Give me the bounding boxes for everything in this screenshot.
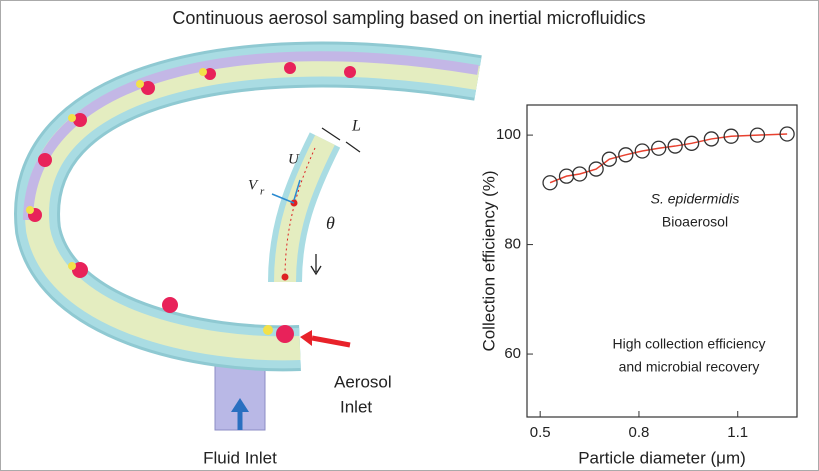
chart: 60 80 100 0.5 0.8 1.1 Particle diameter (μm) Co… (479, 104, 798, 467)
annotation: Bioaerosol (662, 214, 728, 230)
y-tick-label: 100 (496, 126, 521, 143)
data-point (723, 128, 739, 144)
data-point (542, 175, 558, 191)
x-tick-label: 1.1 (727, 424, 748, 441)
fit-line (549, 133, 788, 184)
symbol-L: L (351, 118, 361, 135)
data-point (601, 151, 617, 167)
channel-diagram: Aerosol Inlet Fluid Inlet L U V r θ (14, 41, 482, 467)
aerosol-arrow-head (300, 330, 312, 346)
inset-vectors (271, 179, 301, 204)
inset-angle-arrow (310, 254, 322, 276)
data-point (572, 166, 588, 182)
inset-trajectory (284, 147, 316, 279)
x-tick-label: 0.5 (530, 424, 551, 441)
fluid-inlet-label: Fluid Inlet (203, 448, 277, 467)
symbol-V: V (248, 177, 259, 193)
aerosol-arrow (311, 335, 351, 348)
particles (26, 62, 356, 343)
symbol-U: U (288, 151, 300, 167)
x-axis-label: Particle diameter (μm) (578, 448, 746, 467)
data-point (749, 127, 766, 143)
data-point (618, 147, 634, 163)
data-point (651, 140, 667, 156)
data-point (634, 143, 650, 159)
data-point (683, 135, 700, 151)
inset-dimension (321, 127, 361, 153)
aerosol-inlet-label: Aerosol (334, 372, 392, 391)
fluid-arrow-head (231, 398, 249, 412)
y-tick-label: 60 (504, 345, 521, 362)
x-tick-label: 0.8 (629, 424, 650, 441)
symbol-theta: θ (326, 213, 335, 233)
data-point (703, 131, 720, 147)
data-point (779, 126, 795, 142)
annotation: High collection efficiency (612, 336, 765, 352)
data-point (588, 161, 604, 177)
inset-particle (281, 273, 289, 281)
symbol-r: r (260, 186, 265, 198)
data-point (667, 138, 683, 154)
plot-frame (526, 104, 798, 418)
title: Continuous aerosol sampling based on ine… (172, 8, 645, 28)
annotation: S. epidermidis (651, 191, 740, 207)
annotation: and microbial recovery (619, 359, 760, 375)
y-axis-label: Collection efficiency (%) (479, 170, 498, 351)
aerosol-inlet-label: Inlet (340, 397, 372, 416)
y-tick-label: 80 (504, 236, 521, 253)
